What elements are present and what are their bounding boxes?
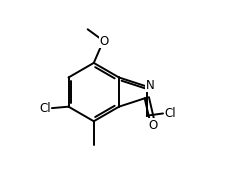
Text: Cl: Cl: [164, 107, 175, 120]
Text: O: O: [148, 119, 157, 132]
Text: Cl: Cl: [39, 102, 50, 115]
Text: O: O: [99, 35, 109, 48]
Text: N: N: [145, 78, 154, 92]
